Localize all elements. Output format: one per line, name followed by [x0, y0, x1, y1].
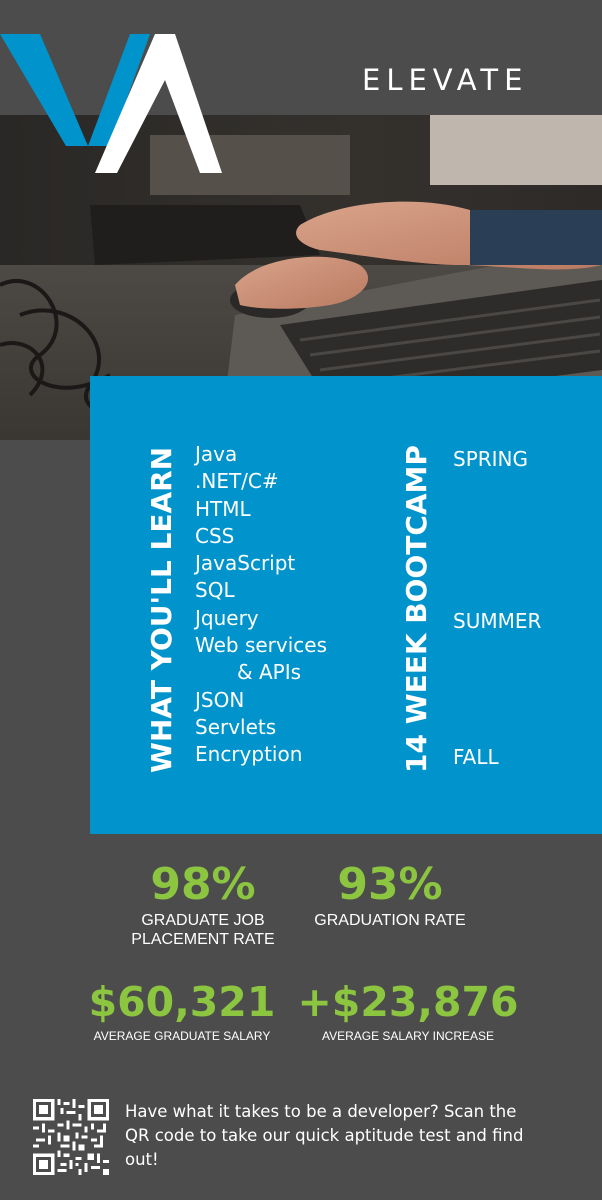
elevate-logo-icon [0, 34, 222, 173]
brand-wordmark: ELEVATE [362, 63, 529, 97]
list-item: JSON [195, 687, 245, 712]
learn-heading: WHAT YOU'LL LEARN [145, 446, 178, 773]
stat-label-line: PLACEMENT RATE [131, 931, 275, 948]
list-item: & APIs [237, 660, 302, 685]
stat-increase-label: AVERAGE SALARY INCREASE [321, 1029, 495, 1043]
list-item: CSS [195, 523, 235, 548]
season-fall: FALL [453, 745, 499, 769]
list-item: Java [195, 442, 238, 466]
stat-salary-value: $60,321 [88, 978, 276, 1026]
list-item: JavaScript [195, 551, 296, 576]
list-item: HTML [195, 496, 251, 521]
list-item: SQL [195, 578, 235, 603]
stat-graduation-label: GRADUATION RATE [314, 912, 466, 929]
list-item: Jquery [195, 605, 259, 630]
stat-graduation-value: 93% [337, 859, 443, 910]
stat-placement-value: 98% [150, 859, 256, 910]
curriculum-panel [90, 376, 602, 834]
list-item: Web services [195, 633, 328, 658]
season-summer: SUMMER [453, 609, 542, 633]
list-item: .NET/C# [195, 469, 279, 494]
stat-label-line: GRADUATE JOB [141, 912, 265, 929]
stat-placement-label: GRADUATE JOB PLACEMENT RATE [113, 911, 293, 949]
list-item: Servlets [195, 714, 277, 739]
stat-salary-label: AVERAGE GRADUATE SALARY [93, 1029, 271, 1043]
learn-list: Java .NET/C# HTML CSS JavaScript SQL Jqu… [195, 441, 327, 769]
stat-increase-value: +$23,876 [297, 978, 519, 1026]
bootcamp-heading: 14 WEEK BOOTCAMP [400, 445, 433, 773]
cta-text: Have what it takes to be a developer? Sc… [125, 1102, 524, 1169]
season-spring: SPRING [453, 447, 529, 471]
header: ELEVATE [0, 0, 602, 115]
list-item: Encryption [195, 742, 303, 767]
qr-code-icon[interactable] [33, 1099, 109, 1175]
